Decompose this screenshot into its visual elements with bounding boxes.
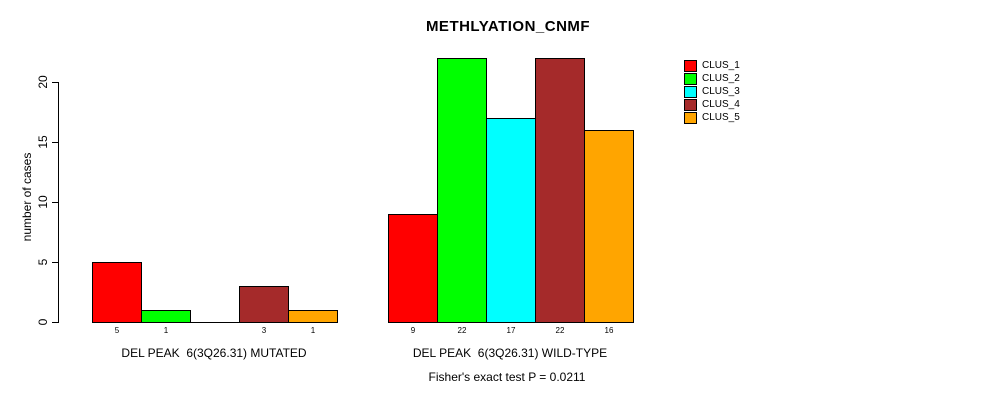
group-label-wildtype: DEL PEAK 6(3Q26.31) WILD-TYPE [412, 346, 608, 360]
bar-value-label: 16 [604, 326, 614, 335]
bar-zero-clus_3 [190, 322, 240, 323]
group-label-mutated: DEL PEAK 6(3Q26.31) MUTATED [121, 346, 307, 360]
y-tick-label: 0 [36, 318, 50, 326]
legend-swatch-clus_3 [684, 86, 697, 98]
legend-swatch-clus_4 [684, 99, 697, 111]
bar-value-label: 5 [114, 326, 120, 335]
legend-label-clus_3: CLUS_3 [702, 86, 740, 97]
bar-clus_5 [288, 310, 338, 323]
chart-title: METHLYATION_CNMF [425, 18, 591, 35]
bar-value-label: 1 [310, 326, 316, 335]
legend-label-clus_4: CLUS_4 [702, 99, 740, 110]
y-tick-label: 20 [36, 75, 50, 89]
y-axis-line [58, 82, 59, 323]
y-tick-mark [52, 322, 58, 323]
bar-clus_4 [239, 286, 289, 323]
bar-clus_5 [584, 130, 634, 323]
bar-clus_2 [141, 310, 191, 323]
legend-label-clus_2: CLUS_2 [702, 73, 740, 84]
bar-clus_1 [388, 214, 438, 323]
y-tick-mark [52, 262, 58, 263]
legend-label-clus_5: CLUS_5 [702, 112, 740, 123]
legend-swatch-clus_1 [684, 60, 697, 72]
bar-clus_1 [92, 262, 142, 323]
bar-value-label: 9 [410, 326, 416, 335]
bar-clus_2 [437, 58, 487, 323]
y-tick-mark [52, 82, 58, 83]
bar-value-label: 22 [457, 326, 467, 335]
bar-clus_4 [535, 58, 585, 323]
bar-value-label: 22 [555, 326, 565, 335]
bar-value-label: 3 [261, 326, 267, 335]
y-tick-label: 15 [36, 135, 50, 149]
legend-swatch-clus_2 [684, 73, 697, 85]
bar-value-label: 1 [163, 326, 169, 335]
legend-swatch-clus_5 [684, 112, 697, 124]
y-axis-label: number of cases [20, 152, 34, 242]
bar-clus_3 [486, 118, 536, 323]
fisher-test-annotation: Fisher's exact test P = 0.0211 [428, 370, 586, 384]
bar-value-label: 17 [506, 326, 516, 335]
y-tick-mark [52, 202, 58, 203]
y-tick-mark [52, 142, 58, 143]
y-tick-label: 5 [36, 258, 50, 266]
y-tick-label: 10 [36, 195, 50, 209]
legend-label-clus_1: CLUS_1 [702, 60, 740, 71]
